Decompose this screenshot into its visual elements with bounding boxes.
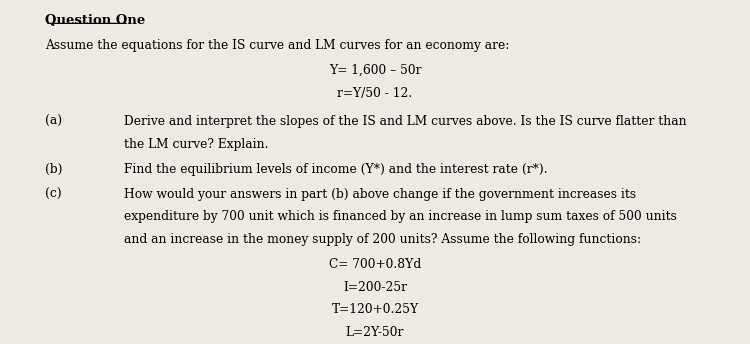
Text: (c): (c) (45, 188, 62, 201)
Text: expenditure by 700 unit which is financed by an increase in lump sum taxes of 50: expenditure by 700 unit which is finance… (124, 211, 676, 223)
Text: (b): (b) (45, 163, 62, 176)
Text: I=200-25r: I=200-25r (343, 281, 407, 294)
Text: Assume the equations for the IS curve and LM curves for an economy are:: Assume the equations for the IS curve an… (45, 39, 509, 52)
Text: the LM curve? Explain.: the LM curve? Explain. (124, 138, 268, 151)
Text: C= 700+0.8Yd: C= 700+0.8Yd (328, 258, 422, 271)
Text: Find the equilibrium levels of income (Y*) and the interest rate (r*).: Find the equilibrium levels of income (Y… (124, 163, 548, 176)
Text: and an increase in the money supply of 200 units? Assume the following functions: and an increase in the money supply of 2… (124, 233, 640, 246)
Text: r=Y/50 - 12.: r=Y/50 - 12. (338, 87, 412, 100)
Text: How would your answers in part (b) above change if the government increases its: How would your answers in part (b) above… (124, 188, 636, 201)
Text: (a): (a) (45, 115, 62, 128)
Text: L=2Y-50r: L=2Y-50r (346, 326, 404, 339)
Text: Derive and interpret the slopes of the IS and LM curves above. Is the IS curve f: Derive and interpret the slopes of the I… (124, 115, 686, 128)
Text: Question One: Question One (45, 14, 146, 27)
Text: Y= 1,600 – 50r: Y= 1,600 – 50r (328, 64, 422, 77)
Text: T=120+0.25Y: T=120+0.25Y (332, 303, 419, 316)
